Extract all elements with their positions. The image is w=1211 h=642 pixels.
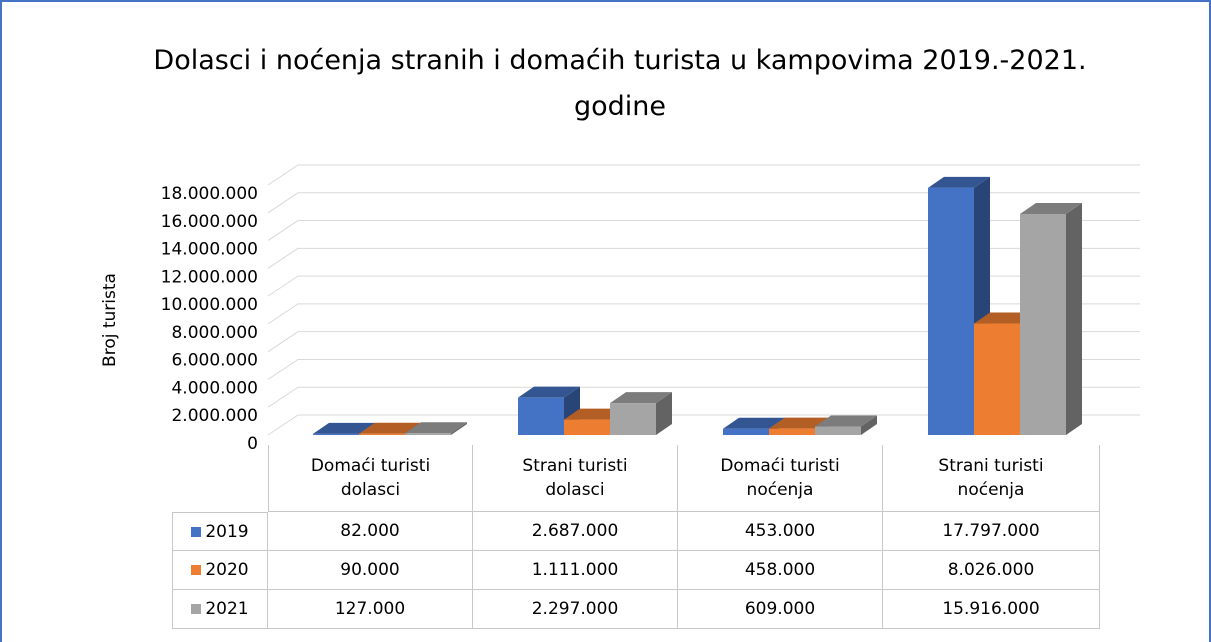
value-cell: 127.000 xyxy=(268,590,473,629)
value-cell: 609.000 xyxy=(678,590,883,629)
category-header: Domaći turisti dolasci xyxy=(268,445,473,512)
bar-side xyxy=(451,422,467,435)
cell-text: 609.000 xyxy=(744,599,816,619)
category-header: Strani turisti noćenja xyxy=(883,445,1100,512)
cell-text: 90.000 xyxy=(340,560,400,580)
legend-label: 2019 xyxy=(205,521,249,542)
value-cell: 453.000 xyxy=(678,512,883,551)
cell-text: Domaći turisti dolasci xyxy=(310,456,431,500)
grid-line xyxy=(267,275,1140,297)
value-cell: 90.000 xyxy=(268,551,473,590)
y-tick-label: 2.000.000 xyxy=(171,406,258,426)
value-cell: 2.297.000 xyxy=(473,590,678,629)
grid-line xyxy=(267,164,1140,186)
legend-key xyxy=(191,604,202,614)
value-cell: 458.000 xyxy=(678,551,883,590)
bar xyxy=(815,415,877,435)
value-cell: 1.111.000 xyxy=(473,551,678,590)
legend-key xyxy=(191,565,202,575)
grid-line xyxy=(267,303,1140,325)
legend-cell: 2020 xyxy=(172,551,268,590)
y-tick-label: 14.000.000 xyxy=(161,240,258,260)
bar-front xyxy=(610,403,656,435)
y-tick-label: 0 xyxy=(247,434,258,454)
y-tick-label: 18.000.000 xyxy=(161,184,258,204)
y-tick-label: 8.000.000 xyxy=(171,323,258,343)
cell-text: Strani turisti dolasci xyxy=(522,456,628,500)
cell-text: Domaći turisti noćenja xyxy=(720,456,840,500)
value-cell: 2.687.000 xyxy=(473,512,678,551)
legend-key xyxy=(191,526,202,537)
bar-side xyxy=(656,392,672,435)
legend-cell: 2019 xyxy=(172,512,268,551)
bar-front xyxy=(928,187,974,435)
bar-front xyxy=(564,419,610,435)
cell-text: 8.026.000 xyxy=(947,560,1035,580)
cell-text: 2.687.000 xyxy=(531,521,619,541)
bar-front xyxy=(405,433,451,435)
value-cell: 8.026.000 xyxy=(883,551,1100,590)
cell-text: Strani turisti noćenja xyxy=(938,456,1044,500)
cell-text: 453.000 xyxy=(744,521,816,541)
value-cell: 17.797.000 xyxy=(883,512,1100,551)
bar xyxy=(610,392,672,435)
cell-text: 17.797.000 xyxy=(942,521,1040,541)
y-tick-label: 10.000.000 xyxy=(161,295,258,315)
category-header: Domaći turisti noćenja xyxy=(678,445,883,512)
bar-front xyxy=(769,428,815,435)
bar-front xyxy=(815,426,861,435)
bar-side xyxy=(861,415,877,435)
y-axis-label: Broj turista xyxy=(100,273,120,367)
category-header: Strani turisti dolasci xyxy=(473,445,678,512)
grid-line xyxy=(267,386,1140,408)
value-cell: 82.000 xyxy=(268,512,473,551)
legend-label: 2020 xyxy=(205,560,249,580)
grid-line xyxy=(267,220,1140,241)
y-tick-label: 4.000.000 xyxy=(171,378,258,398)
grid-line xyxy=(267,358,1140,380)
cell-text: 15.916.000 xyxy=(942,599,1040,619)
bar-top xyxy=(769,417,831,429)
bar-side xyxy=(1066,202,1082,435)
cell-text: 82.000 xyxy=(340,521,400,541)
cell-text: 458.000 xyxy=(744,560,816,580)
legend-cell: 2021 xyxy=(172,590,268,629)
bar-front xyxy=(313,433,359,435)
bar-top xyxy=(815,415,877,427)
bar xyxy=(1020,202,1082,435)
bar-front xyxy=(359,433,405,435)
grid-line xyxy=(267,247,1140,269)
bar-top xyxy=(405,422,467,434)
bar-top xyxy=(1020,202,1082,214)
grid-line xyxy=(267,331,1140,353)
bar xyxy=(405,422,467,435)
chart-title: Dolasci i noćenja stranih i domaćih turi… xyxy=(153,45,1087,122)
bar-front xyxy=(518,397,564,435)
cell-text: 2.297.000 xyxy=(531,599,619,619)
bar-top xyxy=(359,422,421,434)
legend-label: 2021 xyxy=(205,599,249,619)
value-cell: 15.916.000 xyxy=(883,590,1100,629)
bar-top xyxy=(610,392,672,404)
bar-top xyxy=(723,417,785,429)
cell-text: 1.111.000 xyxy=(531,560,619,580)
y-tick-label: 12.000.000 xyxy=(161,267,258,287)
cell-text: 127.000 xyxy=(334,599,406,619)
grid-line xyxy=(267,192,1140,214)
grid-line xyxy=(267,414,1140,436)
bar-top xyxy=(928,176,990,188)
bar-front xyxy=(1020,213,1066,435)
y-tick-label: 16.000.000 xyxy=(161,212,258,232)
y-tick-label: 6.000.000 xyxy=(171,351,258,371)
bar-front xyxy=(974,323,1020,435)
bar-top xyxy=(313,422,375,434)
bar-top xyxy=(518,386,580,398)
bar-front xyxy=(723,428,769,435)
